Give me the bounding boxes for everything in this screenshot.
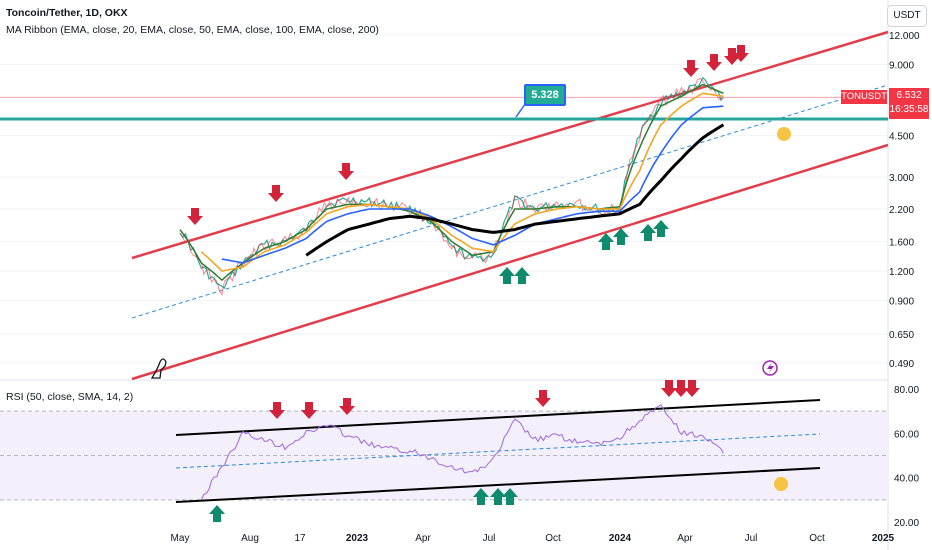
rsi-mid-trendline [175, 433, 821, 469]
price-wicks [179, 77, 724, 296]
x-tick-label: Aug [241, 533, 259, 544]
x-tick-label: 2024 [609, 533, 632, 544]
rsi-buy-arrow [502, 488, 518, 505]
y-tick-label: 0.490 [889, 359, 914, 370]
sell-arrow [268, 185, 284, 202]
buy-arrow [613, 228, 629, 245]
rsi-sell-arrow [301, 402, 317, 419]
y-tick-label: 9.000 [889, 61, 914, 72]
last-price-tag: 6.532 16:35:58 [889, 88, 929, 119]
x-tick-label: 2025 [872, 533, 895, 544]
symbol-price-tag: TONUSDT [841, 90, 887, 104]
y-tick-label: 2.200 [889, 205, 914, 216]
y-tick-label: 0.900 [889, 297, 914, 308]
rsi-sell-arrow [269, 402, 285, 419]
ma-ribbon-legend[interactable]: MA Ribbon (EMA, close, 20, EMA, close, 5… [6, 24, 379, 36]
price-panel [179, 76, 725, 296]
rsi-sell-arrow [673, 380, 689, 397]
last-price-value: 6.532 [896, 90, 922, 101]
rsi-tick-label: 40.00 [894, 474, 919, 485]
x-tick-label: 2023 [346, 533, 369, 544]
emoji-icon [774, 477, 788, 491]
rsi-tick-label: 20.00 [894, 518, 919, 529]
mid-channel-line [131, 84, 889, 319]
emoji-icon [777, 127, 791, 141]
x-tick-label: Oct [545, 533, 561, 544]
upper-channel-line [131, 30, 889, 260]
sell-arrow [683, 60, 699, 77]
x-tick-label: Apr [677, 533, 693, 544]
buy-arrow [514, 267, 530, 284]
y-tick-label: 1.200 [889, 267, 914, 278]
rsi-sell-arrow [684, 380, 700, 397]
ema-50-line [200, 92, 724, 272]
rsi-sell-arrow [535, 390, 551, 407]
bar-countdown: 16:35:58 [889, 104, 929, 115]
rsi-band [0, 410, 888, 501]
lower-channel-line [131, 143, 889, 381]
currency-unit-button[interactable]: USDT [887, 5, 927, 27]
ema-100-line [221, 105, 724, 264]
x-tick-label: Oct [809, 533, 825, 544]
trend-lines [0, 30, 889, 503]
rsi-buy-arrow [490, 488, 506, 505]
buy-arrow [598, 233, 614, 250]
sell-arrow [338, 163, 354, 180]
rsi-sell-arrow [339, 398, 355, 415]
y-tick-label: 12.000 [889, 31, 920, 42]
lightning-icon [762, 360, 778, 376]
rsi-buy-arrow [473, 488, 489, 505]
price-series [179, 76, 724, 290]
axis-labels: 12.000 9.000 4.500 3.000 2.200 1.600 1.200 0.90… [171, 31, 920, 544]
x-tick-label: 17 [294, 533, 306, 544]
ema-20-line [179, 83, 724, 282]
x-tick-label: May [171, 533, 190, 544]
ema-200-line [305, 123, 725, 257]
x-tick-label: Apr [415, 533, 431, 544]
signal-arrows [187, 45, 749, 522]
buy-arrow [499, 267, 515, 284]
rsi-upper-trendline [175, 399, 821, 436]
sell-arrow [187, 208, 203, 225]
y-tick-label: 1.600 [889, 238, 914, 249]
rsi-legend[interactable]: RSI (50, close, SMA, 14, 2) [6, 391, 134, 403]
price-annotation[interactable]: 5.328 [524, 84, 566, 106]
decorations [150, 127, 791, 491]
sell-arrow [733, 45, 749, 62]
rsi-line [200, 403, 724, 501]
rsi-lower-trendline [175, 467, 821, 503]
lightning-bolt-icon [767, 362, 774, 374]
rsi-panel [200, 403, 724, 501]
rsi-tick-label: 80.00 [894, 385, 919, 396]
y-tick-label: 0.650 [889, 330, 914, 341]
buy-arrow [653, 220, 669, 237]
x-tick-label: Jul [745, 533, 758, 544]
sell-arrow [706, 54, 722, 71]
x-tick-label: Jul [483, 533, 496, 544]
dinosaur-icon [150, 358, 167, 379]
rsi-sell-arrow [661, 380, 677, 397]
rsi-tick-label: 60.00 [894, 429, 919, 440]
y-tick-label: 4.500 [889, 132, 914, 143]
rsi-buy-arrow [209, 505, 225, 522]
chart-title: Toncoin/Tether, 1D, OKX [6, 7, 128, 19]
sell-arrow [724, 48, 740, 65]
buy-arrow [640, 224, 656, 241]
y-tick-label: 3.000 [889, 173, 914, 184]
